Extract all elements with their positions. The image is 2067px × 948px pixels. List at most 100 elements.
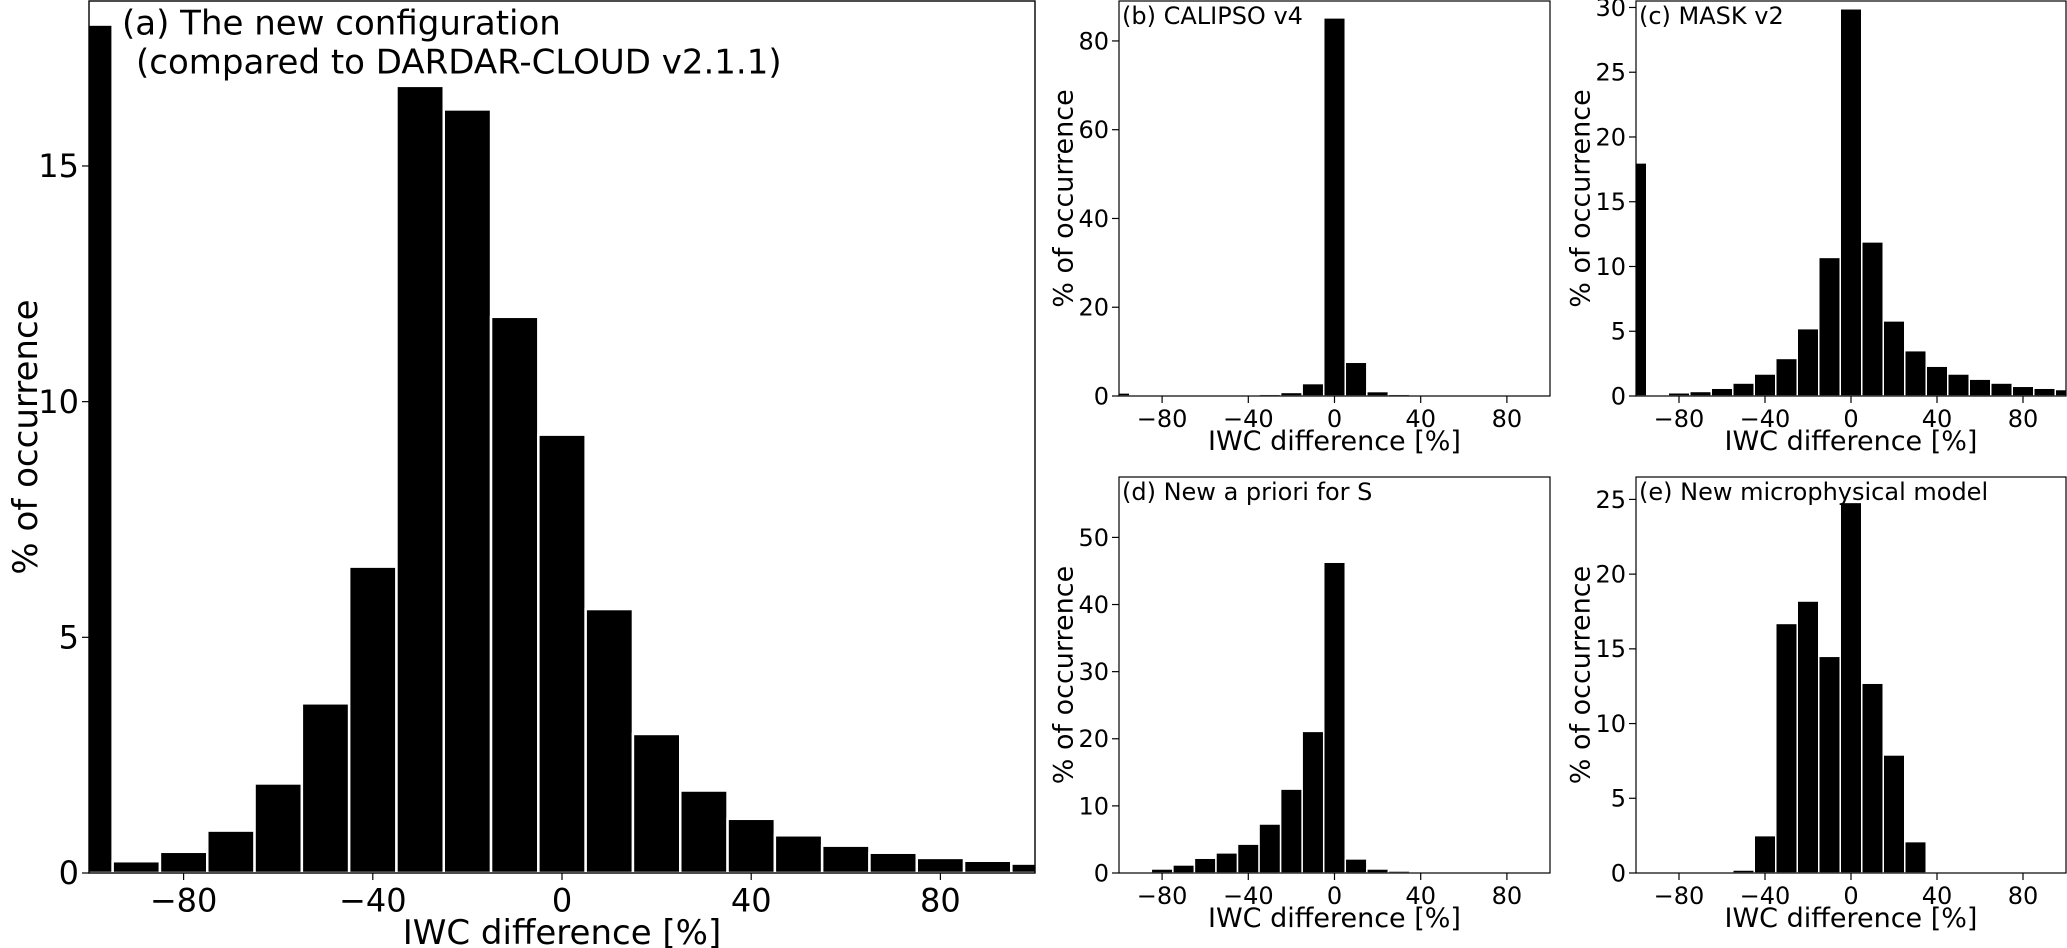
panel-c-x-tick-label: 0 <box>1843 405 1858 433</box>
panel-a-bar <box>962 859 1013 873</box>
panel-e-y-tick-label: 25 <box>1595 486 1626 514</box>
panel-a-bar <box>300 702 351 873</box>
panel-d-bar <box>1366 868 1390 873</box>
panel-a-bar <box>679 789 729 873</box>
panel-e-title: (e) New microphysical model <box>1639 478 1988 506</box>
panel-a-bar <box>89 23 114 873</box>
panel-d-y-axis-label: % of occurrence <box>1049 566 1080 784</box>
panel-c-bar <box>1818 256 1841 396</box>
panel-c-y-tick-label: 5 <box>1611 318 1626 346</box>
panel-d-y-ticks: 0 10 20 30 40 50 <box>1078 524 1119 887</box>
panel-c-bar <box>1796 327 1820 396</box>
panel-a-bar <box>631 732 682 873</box>
panel-a-bar <box>726 817 777 873</box>
panel-a-bar <box>395 84 446 873</box>
panel-a: −80 −40 0 40 80 0 5 10 15 (a) The new configura… <box>6 0 1036 948</box>
panel-b-x-axis-label: IWC difference [%] <box>1208 426 1461 457</box>
panel-c-x-tick-label: 80 <box>2008 405 2039 433</box>
panel-a-title: (a) The new configuration <box>122 3 561 43</box>
panel-a-bar <box>915 856 966 873</box>
panel-a-x-axis-label: IWC difference [%] <box>403 913 722 948</box>
panel-d-bar <box>1150 868 1174 873</box>
panel-c-bar <box>1732 382 1755 396</box>
panel-b: −80 −40 0 40 80 0 20 40 60 80 (b) CALIPSO v4 IWC… <box>1049 0 1551 457</box>
panel-b-bar <box>1322 17 1347 396</box>
panel-a-x-tick-label: 80 <box>920 881 961 919</box>
panel-c-y-axis-label: % of occurrence <box>1566 89 1597 307</box>
panel-a-bar <box>868 851 919 873</box>
panel-e-x-ticks: −80 −40 0 40 80 <box>1654 873 2038 910</box>
panel-c-x-tick-label: −80 <box>1654 405 1705 433</box>
panel-a-x-tick-label: −40 <box>339 881 407 919</box>
panel-d-y-tick-label: 50 <box>1078 524 1109 552</box>
panel-b-bar <box>1301 382 1325 396</box>
panel-a-y-tick-label: 5 <box>59 619 79 657</box>
panel-c-title: (c) MASK v2 <box>1639 2 1784 30</box>
panel-b-y-ticks: 0 20 40 60 80 <box>1078 27 1119 410</box>
panel-e-y-tick-label: 0 <box>1611 859 1626 887</box>
panel-e-bar <box>1861 682 1884 873</box>
panel-b-title: (b) CALIPSO v4 <box>1122 2 1303 30</box>
panel-c-bar <box>1710 387 1734 396</box>
panel-e-bar <box>1904 840 1927 873</box>
panel-d-bars <box>1129 561 1540 873</box>
panel-b-bar <box>1344 361 1368 396</box>
panel-c-bar <box>1882 320 1906 396</box>
panel-a-bar <box>206 829 256 873</box>
panel-e-x-axis-label: IWC difference [%] <box>1725 903 1978 934</box>
panel-e-x-tick-label: −40 <box>1740 882 1791 910</box>
panel-c-bar <box>1990 382 2013 396</box>
panel-e-bar <box>1882 754 1906 873</box>
panel-b-y-tick-label: 80 <box>1078 27 1109 55</box>
panel-d-y-tick-label: 20 <box>1078 725 1109 753</box>
panel-d-bar <box>1236 843 1260 873</box>
panel-c-bar <box>1839 8 1863 396</box>
panel-e: −80 −40 0 40 80 0 5 10 15 20 25 (e) New microphys… <box>1566 476 2067 934</box>
panel-a-y-axis-label: % of occurrence <box>6 299 46 574</box>
panel-a-bar <box>584 607 635 873</box>
panel-b-x-tick-label: 80 <box>1492 405 1523 433</box>
panel-e-bar <box>1775 622 1798 873</box>
panel-d-y-tick-label: 40 <box>1078 591 1109 619</box>
panel-c-bar <box>2011 385 2035 396</box>
panel-a-bar <box>111 859 162 873</box>
panel-e-y-tick-label: 5 <box>1611 785 1626 813</box>
panel-a-bar <box>489 315 540 873</box>
panel-c-bar <box>2033 387 2056 396</box>
panel-e-y-tick-label: 20 <box>1595 561 1626 589</box>
panel-c-bar <box>1753 373 1777 396</box>
panel-c-y-tick-label: 0 <box>1611 382 1626 410</box>
panel-b-x-tick-label: 40 <box>1405 405 1436 433</box>
panel-d-x-tick-label: 40 <box>1405 882 1436 910</box>
panel-c-x-tick-label: 40 <box>1922 405 1953 433</box>
panel-b-y-tick-label: 20 <box>1078 294 1109 322</box>
panel-e-x-tick-label: −80 <box>1654 882 1705 910</box>
panel-c-bar <box>2054 388 2066 396</box>
panel-e-bars <box>1646 501 2056 873</box>
panel-b-bar <box>1119 392 1131 396</box>
panel-a-x-tick-label: 0 <box>552 881 572 919</box>
panel-c-bar <box>1775 357 1798 396</box>
panel-b-y-tick-label: 0 <box>1094 382 1109 410</box>
panel-a-y-tick-label: 15 <box>38 147 79 185</box>
panel-d-bar <box>1344 858 1368 873</box>
panel-d-bar <box>1322 561 1347 873</box>
panel-b-y-axis-label: % of occurrence <box>1049 89 1080 307</box>
panel-e-bar <box>1796 600 1820 873</box>
panel-c-bar <box>1861 241 1884 396</box>
panel-c-y-tick-label: 25 <box>1595 59 1626 87</box>
panel-e-x-tick-label: 0 <box>1843 882 1858 910</box>
panel-b-x-tick-label: −80 <box>1137 405 1188 433</box>
panel-e-y-tick-label: 15 <box>1595 635 1626 663</box>
panel-a-bar <box>820 844 871 873</box>
panel-d-bar <box>1279 788 1303 873</box>
panel-c-x-tick-label: −40 <box>1740 405 1791 433</box>
panel-b-x-tick-label: 0 <box>1327 405 1342 433</box>
panel-e-y-tick-label: 10 <box>1595 710 1626 738</box>
panel-e-bar <box>1818 655 1841 873</box>
panel-c-y-tick-label: 15 <box>1595 188 1626 216</box>
panel-a-bar <box>347 565 398 873</box>
panel-d-x-ticks: −80 −40 0 40 80 <box>1137 873 1522 910</box>
panel-d-y-tick-label: 30 <box>1078 658 1109 686</box>
panel-e-bar <box>1839 501 1863 873</box>
